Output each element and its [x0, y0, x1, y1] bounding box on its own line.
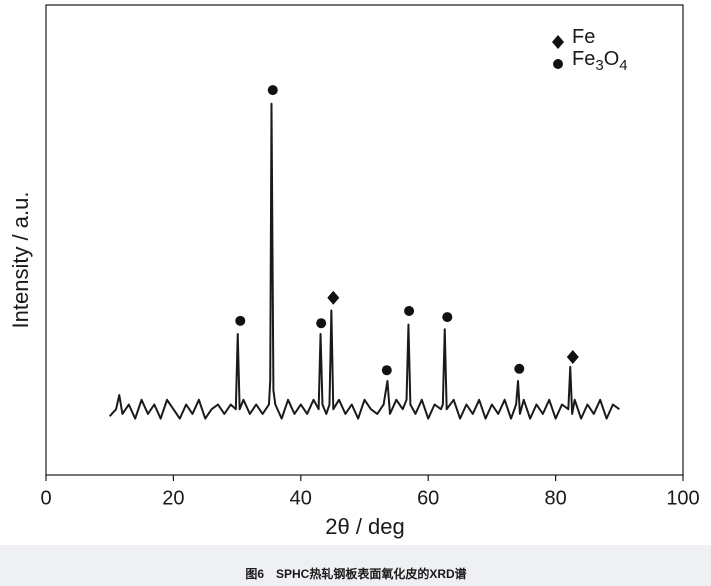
- x-tick-label: 80: [544, 487, 566, 509]
- legend-marker: [552, 35, 564, 49]
- caption: 图6 SPHC热轧钢板表面氧化皮的XRD谱: [245, 566, 466, 581]
- x-tick-label: 100: [666, 487, 699, 509]
- circle-marker: [514, 363, 525, 374]
- xrd-trace: [108, 102, 620, 420]
- legend-label: Fe: [572, 26, 595, 48]
- circle-marker: [235, 315, 246, 326]
- x-tick-label: 40: [290, 487, 312, 509]
- caption-band: [0, 545, 711, 586]
- plot-frame: [45, 4, 684, 476]
- x-tick-label: 60: [417, 487, 439, 509]
- legend-marker: [553, 59, 563, 69]
- y-axis-label: Intensity / a.u.: [8, 192, 33, 329]
- diamond-marker: [327, 290, 340, 305]
- circle-marker: [316, 318, 327, 329]
- circle-marker: [267, 85, 278, 96]
- legend-label: Fe3O4: [572, 48, 628, 74]
- circle-marker: [381, 365, 392, 376]
- x-axis-label: 2θ / deg: [325, 514, 405, 539]
- circle-marker: [404, 305, 415, 316]
- x-tick-label: 0: [40, 487, 51, 509]
- x-tick-label: 20: [162, 487, 184, 509]
- diamond-marker: [566, 350, 579, 365]
- circle-marker: [442, 312, 453, 323]
